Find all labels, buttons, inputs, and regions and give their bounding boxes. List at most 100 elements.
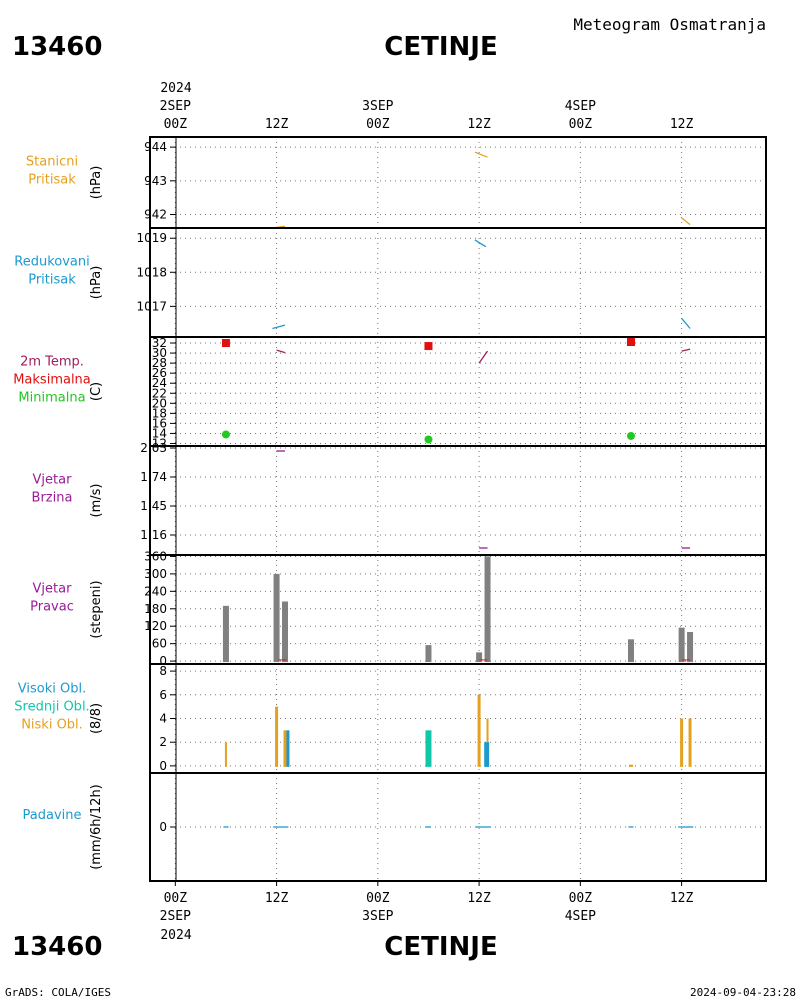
- side-label: 2m Temp.: [20, 355, 84, 370]
- top-tick-label: 00Z: [164, 117, 188, 132]
- product-title: Meteogram Osmatranja: [573, 15, 766, 34]
- panel-frame: [149, 336, 767, 447]
- bottom-tick-label: 12Z: [670, 891, 694, 906]
- bottom-date-label: 4SEP: [565, 909, 596, 924]
- y-tick-label: 943: [144, 174, 167, 188]
- top-tick-label: 12Z: [670, 117, 694, 132]
- series-line: [276, 349, 286, 354]
- side-label: Padavine: [23, 808, 82, 823]
- y-tick-label: 120: [144, 619, 167, 633]
- bar: [425, 730, 432, 767]
- bottom-date-label: 2SEP: [160, 909, 191, 924]
- bottom-tick-label: 12Z: [265, 891, 289, 906]
- max-temp-marker: [424, 342, 433, 351]
- unit-label: (hPa): [89, 266, 104, 300]
- panel-frame: [149, 136, 767, 229]
- bar: [224, 742, 227, 767]
- unit-label: (C): [89, 382, 104, 401]
- panel-frame: [149, 554, 767, 665]
- y-tick-label: 24: [152, 376, 167, 390]
- min-temp-marker: [221, 430, 230, 439]
- max-temp-marker: [221, 339, 230, 348]
- bar: [628, 764, 633, 767]
- top-year: 2024: [160, 81, 191, 96]
- side-label: Vjetar: [33, 582, 73, 597]
- bottom-tick-label: 00Z: [164, 891, 188, 906]
- series-line: [474, 239, 487, 248]
- station-name-top: CETINJE: [384, 32, 497, 62]
- panel-precipitation: 0 (mm/6h/12h) Padavine: [23, 772, 767, 882]
- series-line: [681, 317, 691, 329]
- meteogram-panels: 942943944(hPa)StanicniPritisak1017101810…: [13, 136, 767, 882]
- y-tick-label: 22: [152, 386, 167, 400]
- y-tick-label: 1017: [136, 299, 167, 313]
- y-tick-label: 6: [159, 688, 167, 702]
- bar: [680, 718, 684, 767]
- min-temp-marker: [626, 431, 635, 440]
- timestamp: 2024-09-04-23:28: [690, 986, 796, 999]
- side-label: Visoki Obl.: [18, 682, 86, 697]
- panel-wind-direction: 0 60 120 180 240 300 360 (stepeni) Vjetar Pravac: [30, 549, 767, 668]
- panel-frame: [149, 445, 767, 556]
- side-label: Stanicni: [26, 155, 78, 170]
- panel-frame: [149, 663, 767, 774]
- bar: [627, 639, 634, 663]
- bar: [283, 730, 287, 767]
- bottom-tick-label: 12Z: [467, 891, 491, 906]
- series-line: [681, 348, 691, 352]
- bar: [273, 573, 280, 663]
- min-temp-marker: [424, 435, 433, 444]
- y-tick-label: 26: [152, 366, 167, 380]
- station-id-top: 13460: [12, 32, 102, 62]
- y-tick-label: 14: [152, 426, 167, 440]
- bottom-date-label: 3SEP: [362, 909, 393, 924]
- bar: [222, 605, 229, 663]
- unit-label: (mm/6h/12h): [89, 784, 104, 870]
- y-tick-label: 944: [144, 140, 167, 154]
- side-label: Redukovani: [14, 255, 89, 270]
- side-label: Pravac: [30, 600, 74, 615]
- side-label: Maksimalna: [13, 373, 91, 388]
- y-tick-label: 2.03: [140, 441, 167, 455]
- top-tick-label: 00Z: [366, 117, 390, 132]
- side-label: Minimalna: [18, 391, 85, 406]
- panel-wind-speed: 1.16 1.45 1.74 2.03 (m/s) Vjetar Brzina: [32, 441, 767, 556]
- bar: [687, 632, 694, 663]
- side-label: Srednji Obl.: [14, 700, 89, 715]
- unit-label: (stepeni): [89, 580, 104, 638]
- station-name-bottom: CETINJE: [384, 932, 497, 962]
- station-id-bottom: 13460: [12, 932, 102, 962]
- y-tick-label: 0: [159, 759, 167, 773]
- top-date-label: 4SEP: [565, 99, 596, 114]
- series-line: [474, 151, 488, 158]
- top-date-label: 2SEP: [160, 99, 191, 114]
- top-tick-label: 12Z: [265, 117, 289, 132]
- bar: [476, 652, 483, 663]
- panel-station-pressure: 942 943 944 (hPa) Stanicni Pritisak: [26, 136, 767, 229]
- y-tick-label: 180: [144, 602, 167, 616]
- bar: [282, 601, 289, 663]
- series-line: [478, 350, 489, 364]
- y-tick-label: 2: [159, 735, 167, 749]
- y-tick-label: 1.16: [140, 528, 167, 542]
- bottom-tick-label: 00Z: [569, 891, 593, 906]
- panel-reduced-pressure: 1017 1018 1019 (hPa)Redukovani Pritisak: [14, 227, 767, 338]
- top-date-label: 3SEP: [362, 99, 393, 114]
- y-tick-label: 18: [152, 406, 167, 420]
- y-tick-label: 1019: [136, 231, 167, 245]
- bar: [286, 730, 290, 767]
- y-tick-label: 0: [159, 654, 167, 668]
- y-tick-label: 1018: [136, 265, 167, 279]
- side-label: Vjetar: [33, 473, 73, 488]
- y-tick-label: 1.45: [140, 499, 167, 513]
- y-tick-label: 1.74: [140, 470, 167, 484]
- bottom-time-axis: 00Z 12Z 00Z 12Z 00Z 12Z 2SEP 3SEP 4SEP: [160, 881, 694, 924]
- series-line: [681, 217, 691, 226]
- bottom-year: 2024: [160, 928, 191, 943]
- unit-label: (m/s): [89, 484, 104, 518]
- y-tick-label: 4: [159, 712, 167, 726]
- panel-frame: [149, 772, 767, 882]
- unit-label: (hPa): [89, 166, 104, 200]
- side-label: Niski Obl.: [21, 718, 83, 733]
- bar: [425, 645, 432, 663]
